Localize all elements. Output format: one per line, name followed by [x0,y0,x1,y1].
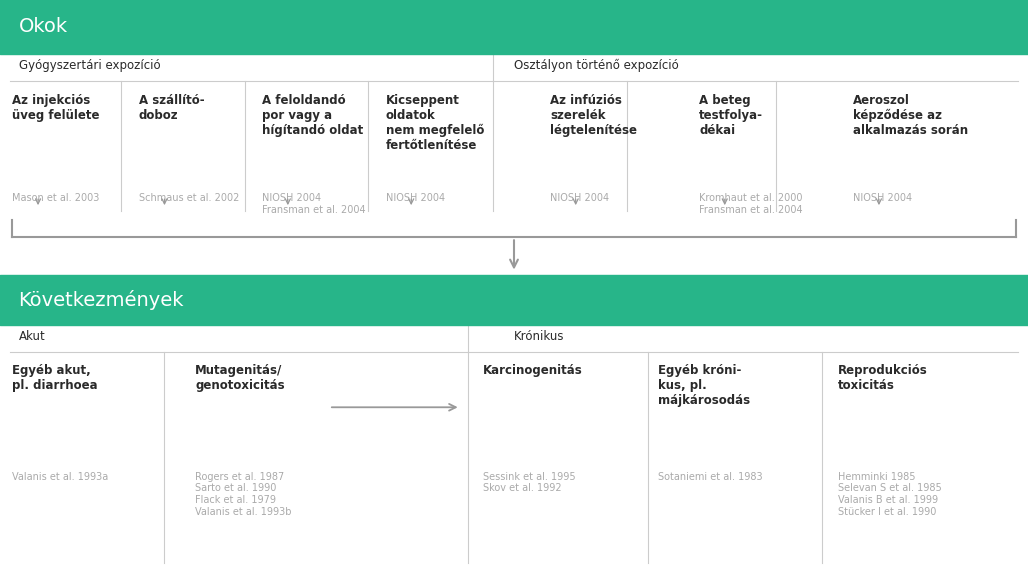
Text: Egyéb króni-
kus, pl.
májkárosodás: Egyéb króni- kus, pl. májkárosodás [658,364,750,407]
Text: Kicseppent
oldatok
nem megfelelő
fertőtlenítése: Kicseppent oldatok nem megfelelő fertőtl… [386,94,484,152]
Text: Okok: Okok [19,18,68,36]
Text: A feloldandó
por vagy a
hígítandó oldat: A feloldandó por vagy a hígítandó oldat [262,94,363,137]
Text: A szállító-
doboz: A szállító- doboz [139,94,205,122]
Text: Sessink et al. 1995
Skov et al. 1992: Sessink et al. 1995 Skov et al. 1992 [483,472,576,493]
Text: Valanis et al. 1993a: Valanis et al. 1993a [12,472,109,482]
Text: Az injekciós
üveg felülete: Az injekciós üveg felülete [12,94,100,122]
Text: NIOSH 2004: NIOSH 2004 [853,193,913,203]
Text: Az infúziós
szerelék
légtelenítése: Az infúziós szerelék légtelenítése [550,94,637,137]
Text: Következmények: Következmények [19,290,184,311]
Text: Akut: Akut [19,330,45,343]
Text: Krónikus: Krónikus [514,330,564,343]
Text: A beteg
testfolya-
dékai: A beteg testfolya- dékai [699,94,763,137]
Text: Kromhaut et al. 2000
Fransman et al. 2004: Kromhaut et al. 2000 Fransman et al. 200… [699,193,803,215]
Text: Reprodukciós
toxicitás: Reprodukciós toxicitás [838,364,927,393]
Text: Osztályon történő expozíció: Osztályon történő expozíció [514,59,678,71]
Text: Gyógyszertári expozíció: Gyógyszertári expozíció [19,59,160,71]
Text: Mutagenitás/
genotoxicitás: Mutagenitás/ genotoxicitás [195,364,285,393]
Text: NIOSH 2004: NIOSH 2004 [386,193,445,203]
Text: Rogers et al. 1987
Sarto et al. 1990
Flack et al. 1979
Valanis et al. 1993b: Rogers et al. 1987 Sarto et al. 1990 Fla… [195,472,292,516]
Text: Hemminki 1985
Selevan S et al. 1985
Valanis B et al. 1999
Stücker I et al. 1990: Hemminki 1985 Selevan S et al. 1985 Vala… [838,472,942,516]
Text: NIOSH 2004
Fransman et al. 2004: NIOSH 2004 Fransman et al. 2004 [262,193,366,215]
Text: Schmaus et al. 2002: Schmaus et al. 2002 [139,193,240,203]
Text: Sotaniemi et al. 1983: Sotaniemi et al. 1983 [658,472,763,482]
Text: Aeroszol
képződése az
alkalmazás során: Aeroszol képződése az alkalmazás során [853,94,968,137]
Text: Egyéb akut,
pl. diarrhoea: Egyéb akut, pl. diarrhoea [12,364,98,393]
Text: Mason et al. 2003: Mason et al. 2003 [12,193,100,203]
Text: NIOSH 2004: NIOSH 2004 [550,193,610,203]
Text: Karcinogenitás: Karcinogenitás [483,364,583,377]
